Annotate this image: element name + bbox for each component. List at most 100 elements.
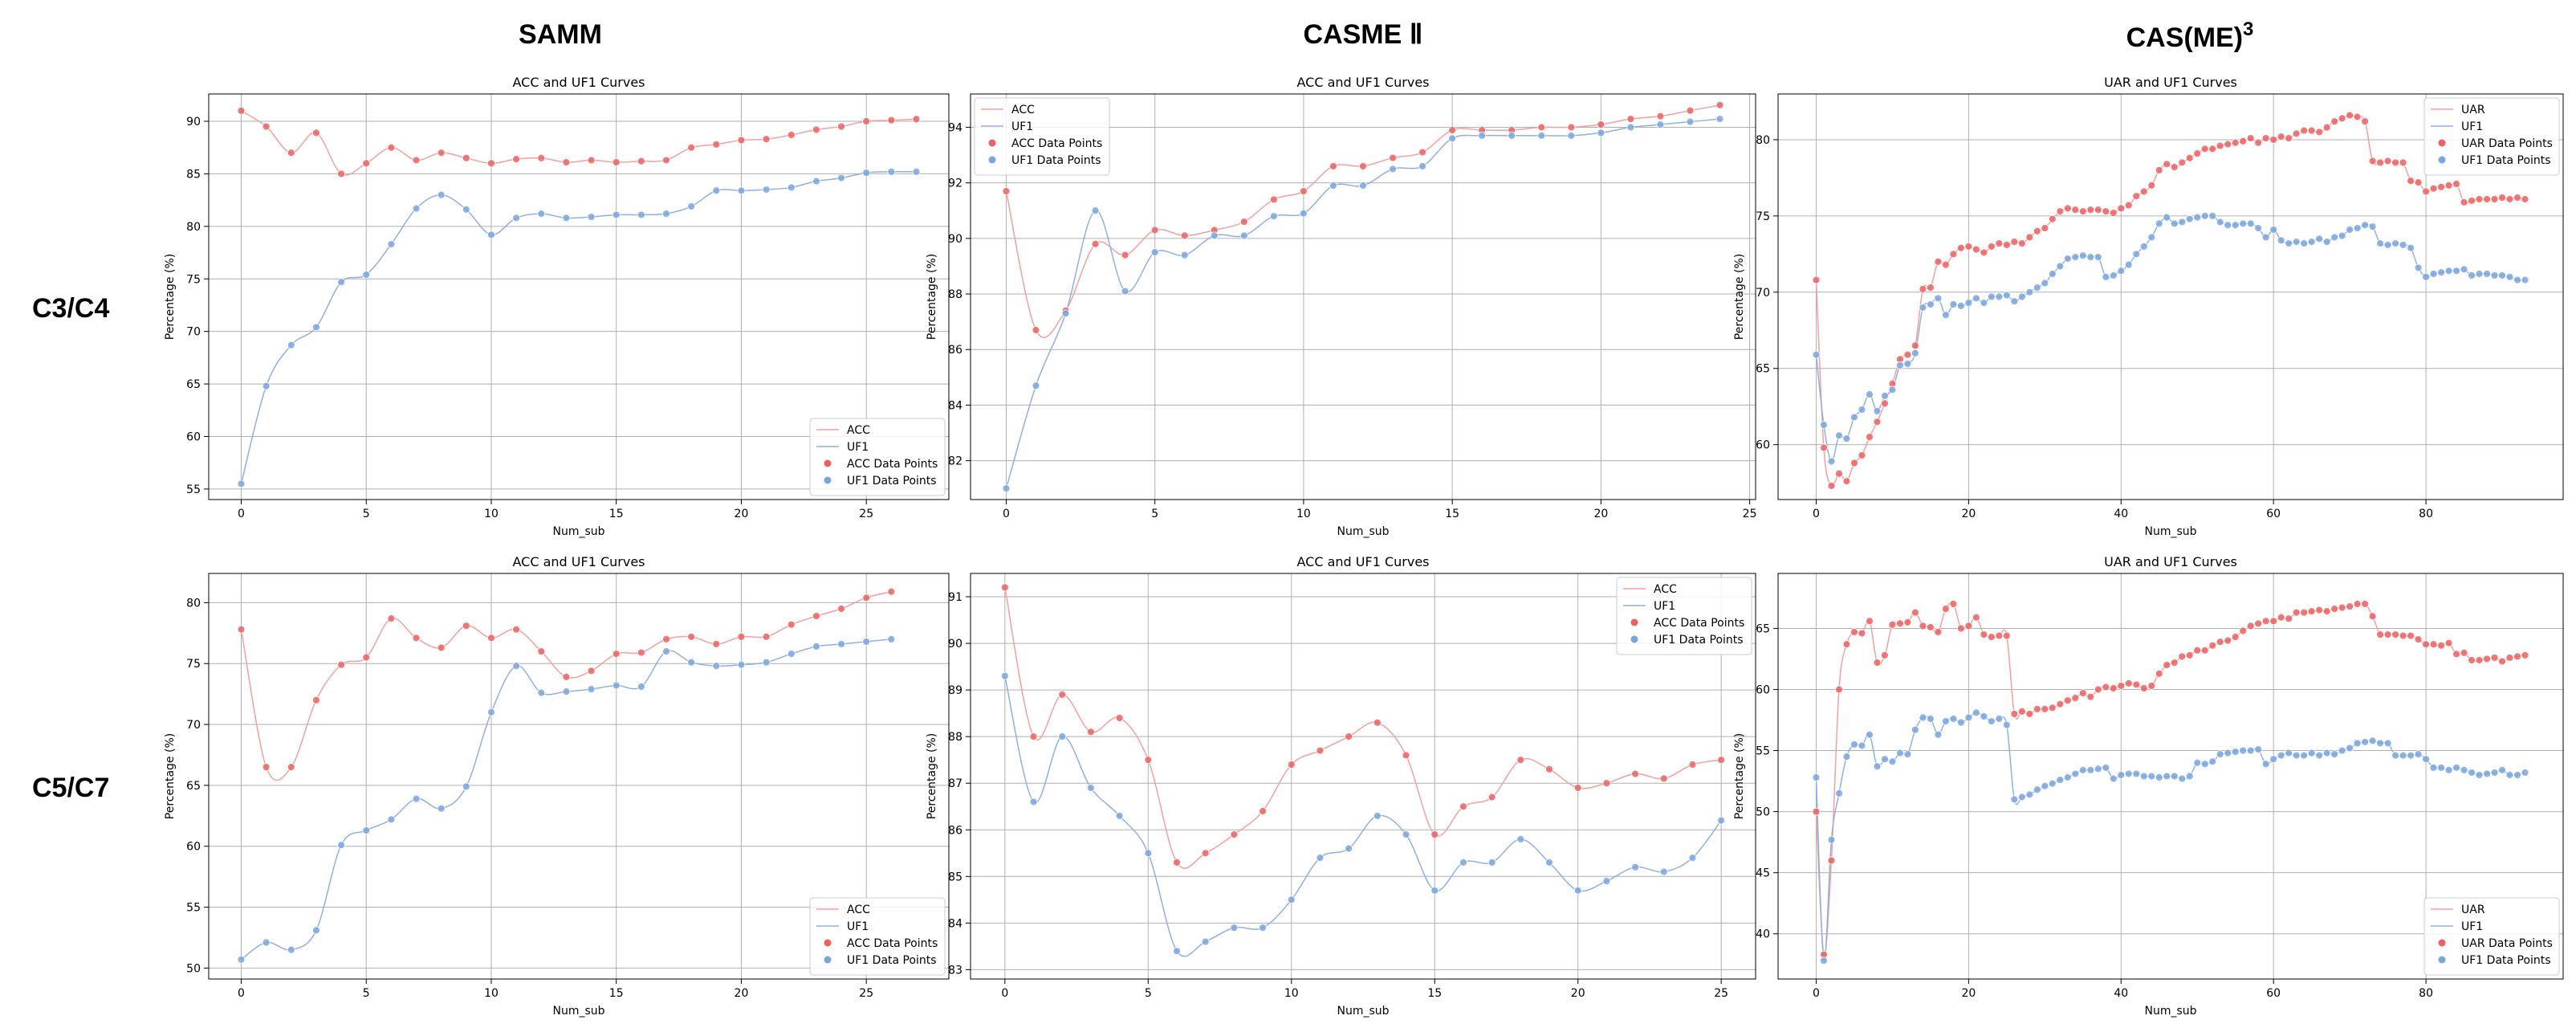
data-point-uf1 [887,634,896,643]
column-title-casme3-text: CAS(ME) [2126,22,2243,53]
x-axis-label: Num_sub [1337,1005,1389,1018]
data-point-uar [2475,656,2484,664]
data-point-uf1 [2178,218,2187,226]
data-point-uf1 [562,214,571,222]
data-point-uar [1927,284,1935,292]
data-point-acc [287,763,295,772]
data-point-uar [2017,239,2026,247]
data-point-acc [487,159,495,168]
data-point-uar [1941,260,1950,269]
data-point-uar [2185,651,2194,659]
data-point-acc [662,156,670,165]
data-point-uar [2010,238,2019,247]
data-point-uf1 [637,683,645,691]
data-point-acc [1359,162,1367,170]
data-point-uf1 [887,167,896,176]
legend-label: UF1 Data Points [2461,954,2551,967]
series-line-acc [240,591,892,781]
data-point-uf1 [1478,131,1487,140]
data-point-uf1 [1659,867,1668,876]
data-point-uf1 [2490,769,2499,777]
data-point-acc [837,122,845,131]
series-line-uar [1815,602,2525,957]
legend: UAR UF1 UAR Data Points UF1 Data Points [2423,97,2560,176]
data-point-uar [2452,650,2460,659]
data-point-uf1 [2063,773,2072,781]
data-point-uar [2505,195,2514,203]
data-point-uf1 [2407,243,2415,252]
legend-dot-swatch [2438,156,2446,164]
data-point-uar [2025,710,2034,718]
data-point-acc [1686,106,1695,115]
data-point-acc [337,169,345,178]
data-point-uar [2147,682,2156,690]
data-point-uf1 [2017,793,2026,802]
chart-title: ACC and UF1 Curves [1297,75,1430,90]
data-point-uf1 [2048,779,2057,788]
data-point-uar [2170,659,2179,667]
x-axis-label: Num_sub [552,525,604,538]
y-tick-label: 87 [948,777,962,790]
data-point-uar [1888,620,1897,629]
data-point-acc [387,143,396,152]
data-point-uf1 [1508,131,1516,140]
x-tick-label: 0 [238,508,245,520]
legend-label: UAR [2461,904,2485,916]
data-point-uf1 [2254,745,2263,753]
data-point-uar [2460,198,2468,206]
data-point-uf1 [1949,300,1958,308]
data-point-uf1 [2322,749,2331,757]
x-axis-label: Num_sub [2144,1005,2196,1018]
data-point-uar [2330,117,2339,126]
data-point-uf1 [2383,241,2392,249]
data-point-uar [2017,707,2026,716]
x-tick-label: 40 [2114,508,2128,520]
data-point-uar [2002,241,2011,249]
data-point-acc [437,149,446,157]
y-tick-label: 92 [948,177,962,190]
data-point-uar [2399,631,2407,640]
x-tick-label: 80 [2419,508,2433,520]
data-point-uf1 [2505,272,2514,281]
data-point-uf1 [1626,123,1635,132]
data-point-uf1 [362,271,371,279]
data-point-uf1 [2239,219,2248,228]
data-point-uar [2261,617,2270,626]
data-point-uar [2292,608,2301,617]
data-point-uar [1911,341,1919,350]
legend-label: ACC [1654,583,1677,596]
data-point-uf1 [537,210,546,218]
data-point-uar [2353,600,2362,608]
data-point-uf1 [2139,242,2148,251]
data-point-uar [2147,182,2156,190]
data-point-acc [1537,123,1546,132]
data-point-acc [337,660,345,669]
data-point-uar [1956,624,1965,633]
data-point-uar [2429,640,2438,649]
data-point-uar [2292,129,2301,138]
data-point-uf1 [1903,750,1912,759]
data-point-uf1 [2246,746,2255,755]
data-point-uar [2041,704,2049,713]
data-point-uf1 [2193,213,2202,222]
x-tick-label: 15 [1427,987,1442,1000]
data-point-acc [387,614,396,623]
data-point-uar [2086,692,2095,701]
data-point-uar [2498,194,2506,202]
data-point-acc [887,116,896,124]
data-point-uar [1896,619,1904,628]
row-title-c5c7: C5/C7 [32,773,109,803]
data-point-uf1 [2505,771,2514,779]
data-point-acc [1448,126,1457,134]
data-point-uf1 [1964,299,1973,307]
data-point-uar [1919,622,1927,630]
data-point-uf1 [1972,708,1980,717]
data-point-acc [1717,756,1726,765]
data-point-uf1 [1964,713,1973,722]
data-point-acc [587,156,596,165]
data-point-uf1 [2132,769,2141,778]
data-point-uar [1987,633,1996,641]
y-tick-label: 90 [948,233,962,246]
data-point-uar [2109,684,2118,692]
x-tick-label: 60 [2266,508,2281,520]
